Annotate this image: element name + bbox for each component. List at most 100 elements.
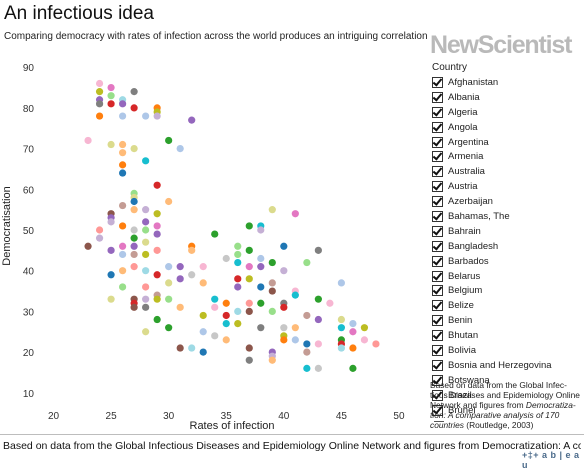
data-point[interactable]	[130, 242, 138, 250]
data-point[interactable]	[165, 324, 173, 332]
data-point[interactable]	[119, 100, 127, 108]
checkbox-checked-icon[interactable]	[432, 136, 443, 148]
legend-item[interactable]: Afghanistan	[432, 75, 580, 90]
checkbox-checked-icon[interactable]	[432, 315, 443, 327]
data-point[interactable]	[142, 303, 150, 311]
legend-item[interactable]: Bolivia	[432, 343, 580, 358]
data-point[interactable]	[222, 311, 230, 320]
data-point[interactable]	[107, 92, 115, 100]
data-point[interactable]	[107, 218, 115, 226]
data-point[interactable]	[349, 344, 357, 352]
data-point[interactable]	[84, 242, 92, 250]
data-point[interactable]	[291, 210, 299, 218]
legend-item[interactable]: Brunei	[432, 403, 580, 418]
data-point[interactable]	[119, 161, 127, 169]
data-point[interactable]	[314, 246, 322, 254]
data-point[interactable]	[257, 226, 265, 234]
legend-item[interactable]: Belize	[432, 298, 580, 313]
data-point[interactable]	[211, 230, 219, 238]
data-point[interactable]	[153, 271, 161, 279]
data-point[interactable]	[199, 263, 207, 271]
data-point[interactable]	[314, 315, 322, 324]
data-point[interactable]	[234, 242, 242, 250]
data-point[interactable]	[142, 157, 150, 165]
data-point[interactable]	[245, 299, 253, 307]
data-point[interactable]	[303, 364, 311, 372]
data-point[interactable]	[130, 303, 138, 311]
data-point[interactable]	[142, 112, 150, 120]
legend-item[interactable]: Algeria	[432, 105, 580, 120]
data-point[interactable]	[268, 279, 276, 287]
data-point[interactable]	[153, 112, 161, 120]
legend-item[interactable]: Azerbaijan	[432, 194, 580, 209]
data-point[interactable]	[234, 250, 242, 259]
data-point[interactable]	[303, 348, 311, 356]
data-point[interactable]	[142, 328, 150, 336]
data-point[interactable]	[280, 303, 288, 311]
data-point[interactable]	[245, 356, 253, 364]
data-point[interactable]	[142, 238, 150, 246]
data-point[interactable]	[119, 222, 127, 230]
data-point[interactable]	[130, 104, 138, 112]
data-point[interactable]	[188, 271, 196, 279]
data-point[interactable]	[222, 254, 230, 263]
data-point[interactable]	[142, 226, 150, 234]
data-point[interactable]	[280, 242, 288, 250]
data-point[interactable]	[153, 295, 161, 303]
data-point[interactable]	[257, 254, 265, 263]
data-point[interactable]	[142, 267, 150, 275]
legend-item[interactable]: Bosnia and Herzegovina	[432, 358, 580, 373]
data-point[interactable]	[337, 279, 345, 287]
data-point[interactable]	[84, 136, 92, 145]
data-point[interactable]	[360, 324, 369, 332]
data-point[interactable]	[107, 246, 115, 254]
data-point[interactable]	[199, 348, 207, 356]
data-point[interactable]	[349, 328, 357, 336]
data-point[interactable]	[95, 88, 104, 96]
data-point[interactable]	[153, 210, 161, 218]
data-point[interactable]	[234, 275, 242, 283]
data-point[interactable]	[211, 295, 219, 303]
legend-item[interactable]: Bhutan	[432, 328, 580, 343]
data-point[interactable]	[130, 234, 138, 242]
data-point[interactable]	[165, 136, 173, 145]
checkbox-checked-icon[interactable]	[432, 181, 443, 193]
data-point[interactable]	[153, 222, 161, 230]
data-point[interactable]	[245, 263, 253, 271]
data-point[interactable]	[314, 364, 322, 372]
data-point[interactable]	[268, 307, 276, 315]
data-point[interactable]	[234, 320, 242, 328]
data-point[interactable]	[119, 250, 127, 259]
legend-item[interactable]: Bahrain	[432, 224, 580, 239]
data-point[interactable]	[188, 344, 196, 352]
legend-item[interactable]: Albania	[432, 90, 580, 105]
data-point[interactable]	[165, 263, 173, 271]
data-point[interactable]	[130, 206, 138, 214]
data-point[interactable]	[107, 295, 115, 303]
data-point[interactable]	[142, 283, 150, 291]
data-point[interactable]	[303, 258, 311, 267]
data-point[interactable]	[349, 364, 357, 372]
data-point[interactable]	[142, 206, 150, 214]
data-point[interactable]	[234, 283, 242, 291]
checkbox-checked-icon[interactable]	[432, 270, 443, 282]
legend-item[interactable]: Barbados	[432, 254, 580, 269]
checkbox-checked-icon[interactable]	[432, 285, 443, 297]
data-point[interactable]	[95, 79, 104, 88]
legend-item[interactable]: Brazil	[432, 388, 580, 403]
legend-item[interactable]: Benin	[432, 313, 580, 328]
data-point[interactable]	[142, 250, 150, 259]
data-point[interactable]	[95, 100, 104, 108]
data-point[interactable]	[95, 226, 104, 234]
data-point[interactable]	[176, 145, 184, 153]
data-point[interactable]	[372, 340, 380, 348]
checkbox-checked-icon[interactable]	[432, 106, 443, 118]
data-point[interactable]	[257, 299, 265, 307]
legend-item[interactable]: Australia	[432, 164, 580, 179]
data-point[interactable]	[153, 315, 161, 324]
data-point[interactable]	[280, 267, 288, 275]
data-point[interactable]	[142, 218, 150, 226]
data-point[interactable]	[119, 140, 127, 149]
data-point[interactable]	[142, 295, 150, 303]
data-point[interactable]	[222, 299, 230, 307]
